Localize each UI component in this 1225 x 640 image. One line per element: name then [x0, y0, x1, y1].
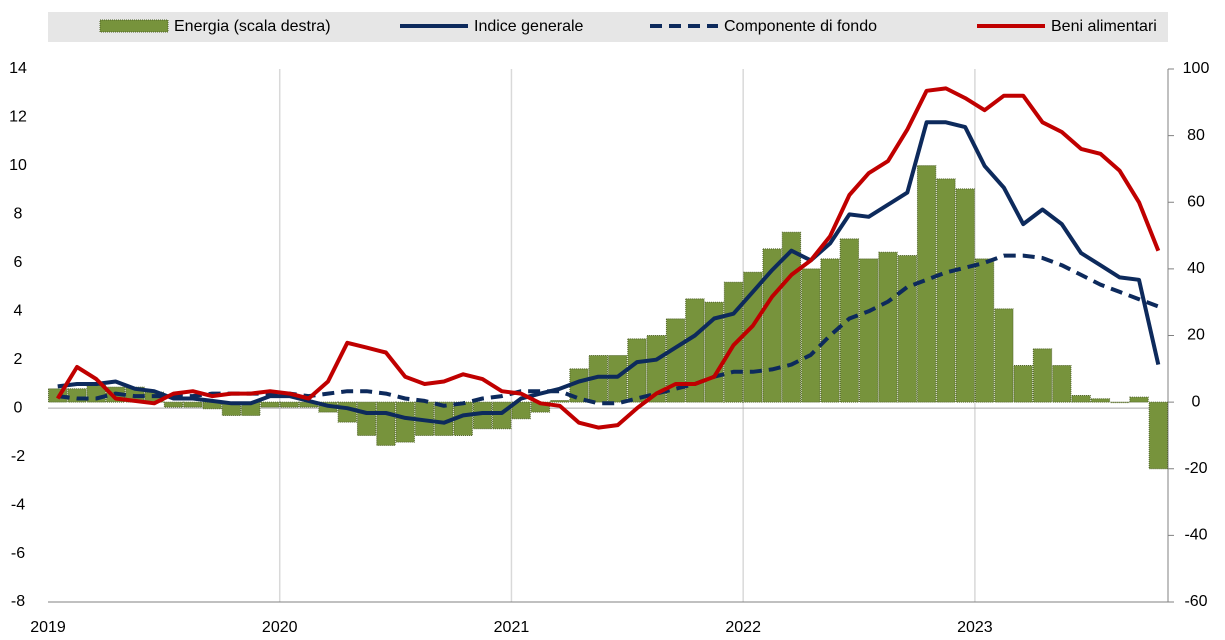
- bar: [762, 248, 782, 403]
- y2-tick-label: 80: [1187, 127, 1205, 144]
- y-tick-label: 4: [14, 302, 23, 319]
- legend-label: Energia (scala destra): [174, 18, 331, 35]
- bar: [356, 401, 377, 436]
- y-tick-label: -2: [11, 448, 25, 465]
- bar: [859, 258, 879, 403]
- bar: [241, 401, 261, 416]
- bar: [801, 268, 821, 403]
- x-tick-label: 2023: [957, 619, 993, 636]
- bar: [202, 401, 222, 410]
- bar: [878, 251, 898, 403]
- bar: [163, 401, 184, 408]
- bar: [916, 165, 937, 403]
- bar: [1032, 348, 1053, 403]
- bar: [1148, 401, 1169, 470]
- y2-tick-label: 40: [1187, 260, 1205, 277]
- y-tick-label: -8: [11, 593, 25, 610]
- series-line: [57, 120, 1161, 425]
- bar: [221, 401, 242, 416]
- bar: [665, 318, 686, 403]
- x-tick-label: 2019: [30, 619, 66, 636]
- bar: [1071, 394, 1091, 403]
- bar: [511, 401, 531, 420]
- bar: [1129, 396, 1149, 403]
- y-tick-label: -6: [11, 545, 25, 562]
- bar: [723, 281, 744, 403]
- bar: [897, 255, 917, 403]
- y-tick-label: 12: [9, 109, 27, 126]
- y-tick-label: 10: [9, 157, 27, 174]
- bar: [627, 338, 647, 403]
- x-tick-label: 2021: [494, 619, 530, 636]
- y2-tick-label: -40: [1184, 527, 1207, 544]
- bar: [550, 399, 570, 403]
- y2-tick-label: 0: [1192, 393, 1201, 410]
- bar: [530, 401, 551, 413]
- x-tick-label: 2020: [262, 619, 298, 636]
- bar: [1110, 401, 1130, 404]
- y-tick-label: 8: [14, 206, 23, 223]
- bar: [1052, 364, 1072, 403]
- bar: [685, 298, 705, 403]
- y2-tick-label: 20: [1187, 327, 1205, 344]
- series-line: [57, 253, 1159, 408]
- y-tick-label: 0: [14, 399, 23, 416]
- bar: [781, 231, 802, 403]
- bar: [279, 401, 300, 408]
- bar: [646, 335, 666, 403]
- legend-label: Beni alimentari: [1051, 18, 1157, 35]
- bar: [608, 354, 628, 403]
- y2-tick-label: 60: [1187, 193, 1205, 210]
- y2-tick-label: 100: [1183, 60, 1210, 77]
- bar: [936, 178, 956, 403]
- series-line: [55, 86, 1161, 430]
- bar: [994, 308, 1014, 403]
- bar: [1090, 398, 1111, 403]
- legend-label: Componente di fondo: [724, 18, 877, 35]
- legend-label: Indice generale: [474, 18, 584, 35]
- bar: [260, 401, 280, 408]
- x-tick-label: 2022: [725, 619, 761, 636]
- bar: [1013, 364, 1033, 403]
- legend-swatch: [99, 19, 169, 33]
- bar: [376, 401, 396, 446]
- bar: [395, 401, 415, 443]
- y2-tick-label: -60: [1184, 593, 1207, 610]
- bar: [183, 401, 203, 408]
- bar: [974, 258, 995, 403]
- bar: [820, 258, 840, 403]
- y2-tick-label: -20: [1184, 460, 1207, 477]
- bar: [337, 401, 357, 423]
- bar: [955, 188, 975, 403]
- y-tick-label: 14: [9, 60, 27, 77]
- y-tick-label: -4: [11, 496, 25, 513]
- y-tick-label: 2: [14, 351, 23, 368]
- y-tick-label: 6: [14, 254, 23, 271]
